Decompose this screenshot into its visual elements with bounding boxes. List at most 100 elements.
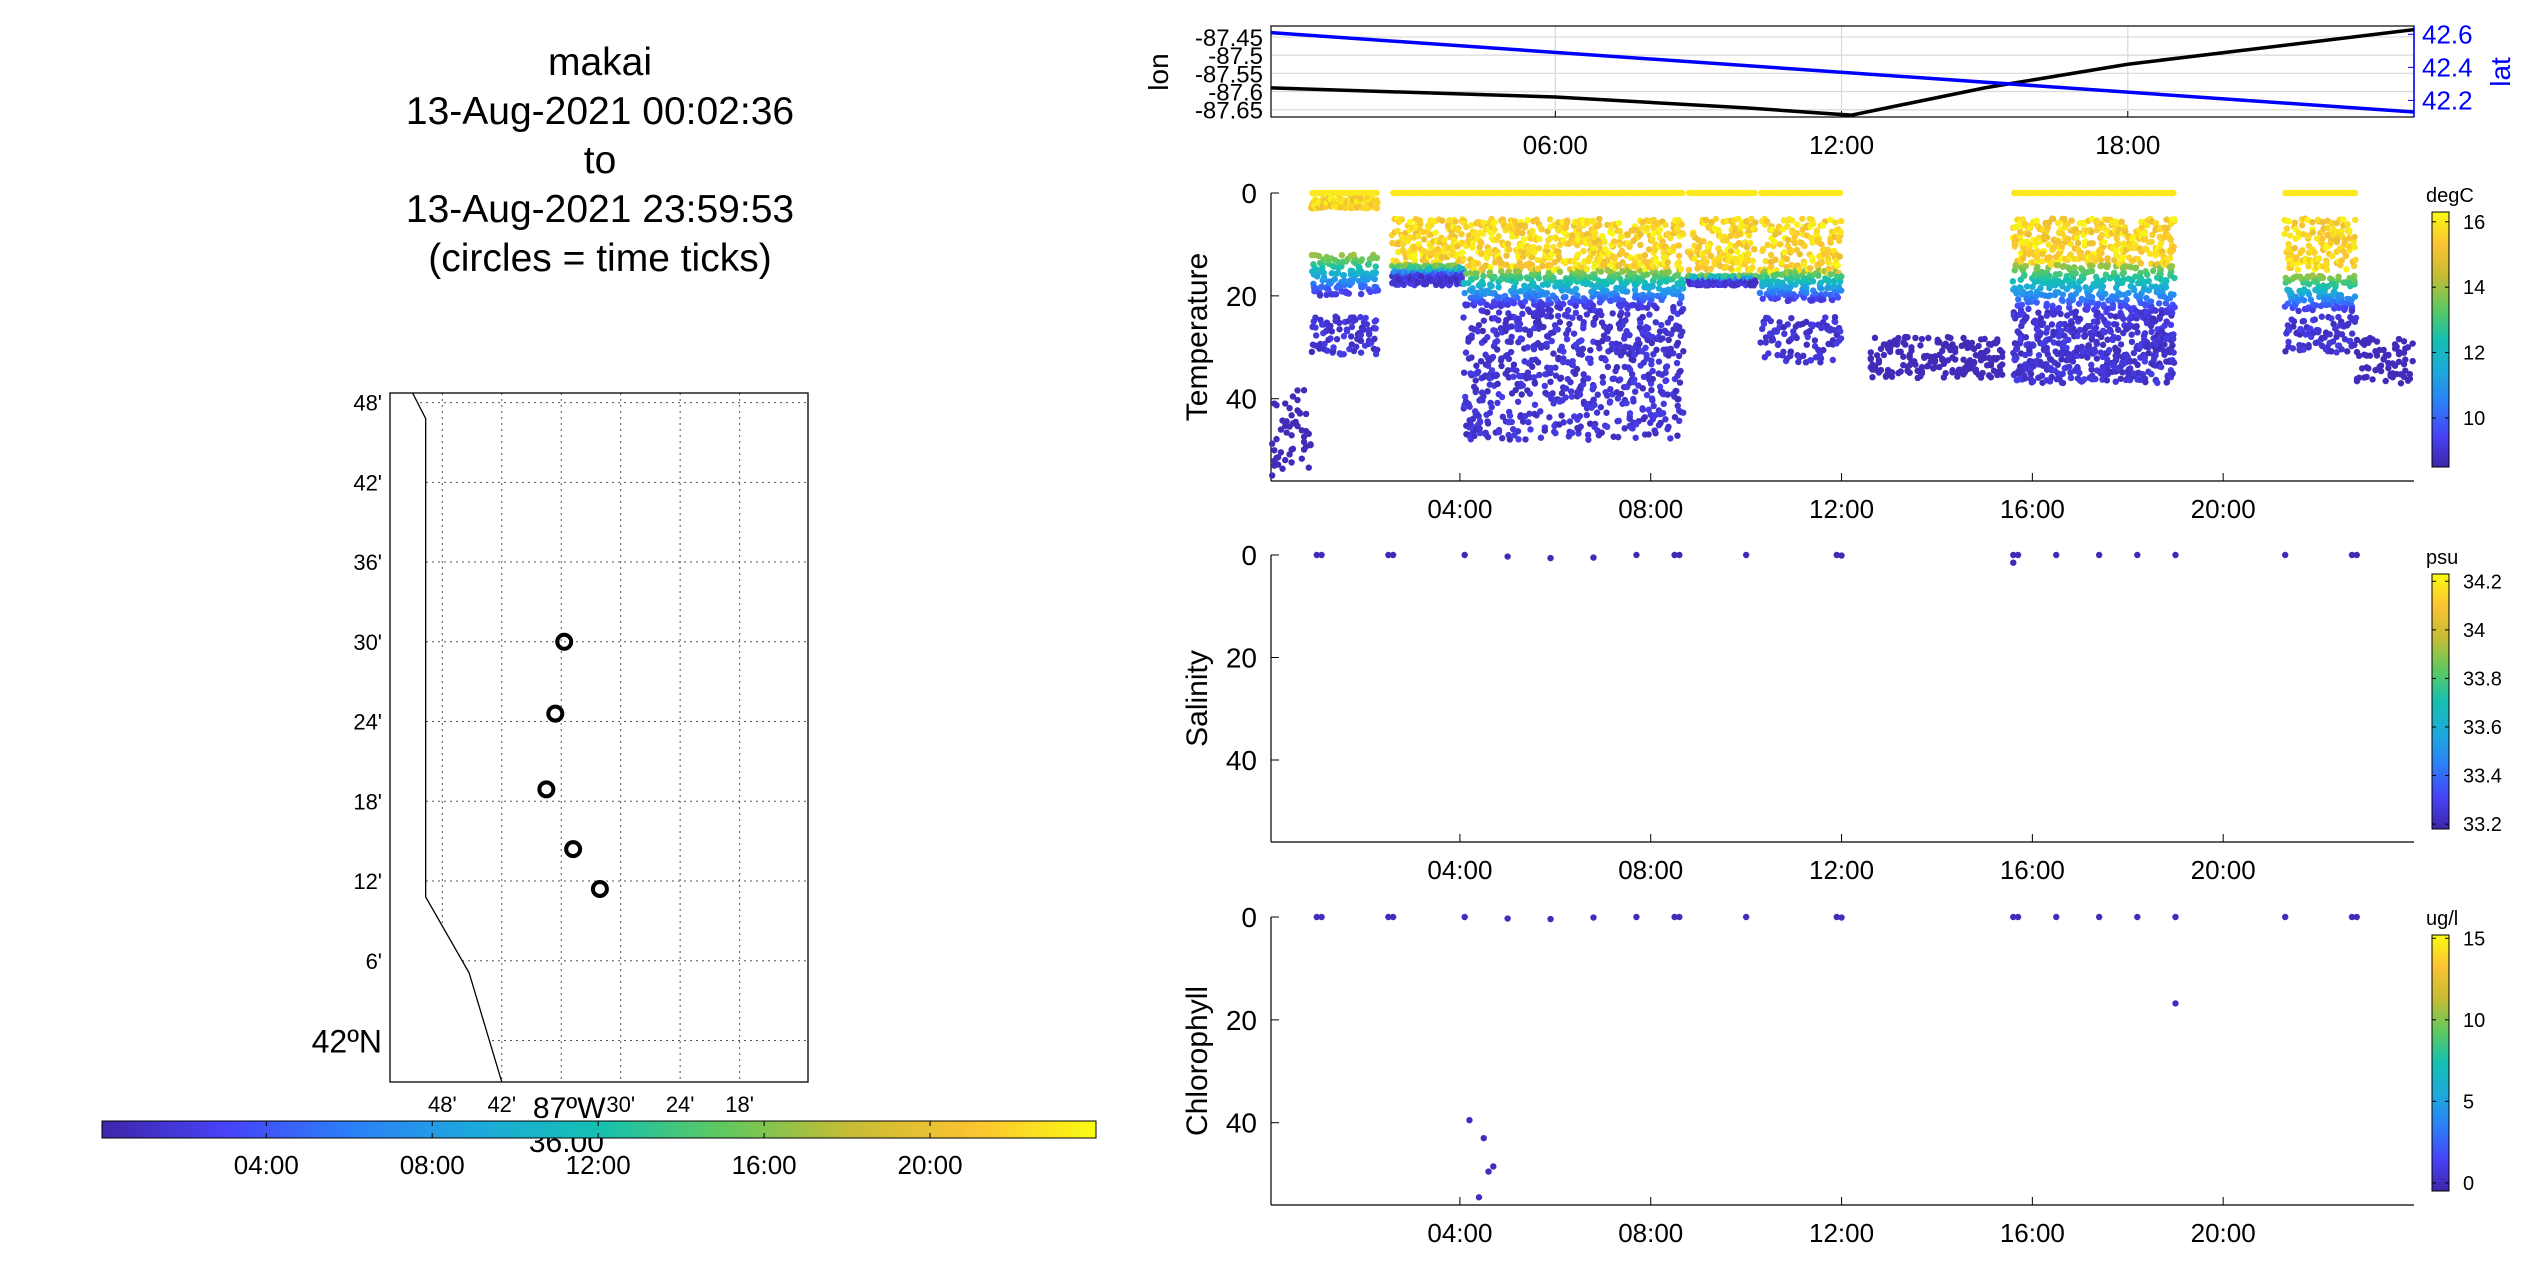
temperature-point: [1338, 251, 1346, 259]
temperature-point: [1770, 238, 1778, 245]
temperature-point: [1801, 242, 1808, 250]
temperature-point: [1460, 369, 1468, 376]
temperature-point: [2161, 341, 2168, 348]
temperature-point: [1515, 315, 1523, 323]
temperature-point: [1465, 355, 1473, 362]
map-lat-label: 42': [353, 470, 382, 495]
temperature-point: [1518, 391, 1525, 398]
temperature-point: [1662, 253, 1670, 261]
temperature-point: [1599, 337, 1606, 345]
temperature-point: [1598, 429, 1605, 436]
temperature-point: [1516, 325, 1524, 333]
temperature-point: [2291, 219, 2299, 226]
temperature-point: [1367, 288, 1374, 296]
temperature-point: [2078, 343, 2085, 351]
temperature-point: [1767, 282, 1774, 290]
temperature-point: [2092, 324, 2100, 332]
temperature-point: [1810, 220, 1817, 227]
temperature-point: [1411, 252, 1418, 259]
temperature-point: [1565, 326, 1572, 334]
temperature-point: [1642, 344, 1649, 352]
temperature-point: [1811, 290, 1819, 297]
temperature-ytick-label: 20: [1226, 281, 1257, 312]
temperature-point: [2016, 228, 2024, 236]
temperature-point: [1363, 321, 1371, 328]
temperature-point: [1529, 363, 1536, 370]
temperature-point: [1546, 414, 1553, 421]
temperature-point: [1700, 238, 1707, 245]
temperature-point: [2114, 334, 2122, 342]
temperature-point: [1567, 388, 1575, 395]
temperature-point: [1999, 353, 2006, 361]
temperature-point: [1589, 302, 1597, 309]
temperature-point: [1519, 229, 1526, 237]
temperature-point: [1675, 352, 1683, 360]
temperature-point: [1620, 348, 1627, 356]
temperature-point: [1835, 235, 1842, 242]
temperature-point: [1452, 218, 1459, 225]
temperature-point: [2162, 284, 2170, 291]
temperature-point: [1833, 292, 1841, 300]
temperature-point: [1584, 375, 1592, 382]
temperature-point: [2294, 266, 2302, 273]
temperature-point: [1494, 399, 1501, 407]
temperature-point: [1441, 236, 1448, 244]
temperature-point: [2038, 372, 2046, 379]
temperature-point: [1705, 243, 1712, 250]
temperature-point: [1796, 251, 1804, 258]
temperature-point: [1594, 391, 1601, 398]
temperature-point: [1597, 404, 1605, 411]
temperature-point: [1357, 331, 1365, 339]
temperature-point: [1669, 350, 1677, 357]
temperature-point: [1645, 406, 1652, 413]
temperature-point: [1300, 433, 1308, 441]
temperature-point: [1302, 410, 1310, 418]
map-lon-label: 87ºW: [533, 1092, 606, 1125]
temperature-point: [1484, 433, 1492, 441]
temperature-point: [1475, 412, 1482, 420]
temperature-point: [1414, 232, 1422, 240]
temperature-point: [1665, 336, 1672, 344]
temperature-point: [1345, 290, 1352, 297]
temperature-point: [1602, 357, 1609, 364]
temperature-point: [1652, 319, 1659, 326]
temperature-point: [1340, 333, 1348, 340]
lat-tick-label: 42.2: [2422, 85, 2473, 115]
temperature-point: [1917, 342, 1924, 349]
temperature-point: [1639, 385, 1647, 392]
temperature-point: [1524, 216, 1531, 224]
temperature-point: [1734, 215, 1742, 223]
temperature-point: [1478, 239, 1485, 247]
temperature-point: [1537, 408, 1544, 415]
temperature-point: [1583, 230, 1591, 238]
temperature-point: [1582, 303, 1589, 310]
temperature-point: [1609, 230, 1616, 237]
temperature-colorbar-unit: degC: [2426, 185, 2474, 207]
temperature-point: [1619, 268, 1627, 275]
temperature-point: [2043, 234, 2051, 241]
temperature-point: [1783, 255, 1791, 263]
temperature-point: [1673, 224, 1681, 232]
temperature-point: [1764, 241, 1771, 249]
temperature-point: [1524, 369, 1532, 376]
temperature-point: [1406, 218, 1414, 226]
temperature-point: [1604, 257, 1611, 264]
temperature-point: [1610, 238, 1618, 245]
temperature-point: [1541, 427, 1548, 434]
temperature-point: [1552, 235, 1560, 242]
temperature-point: [1877, 366, 1885, 374]
temperature-point: [1604, 267, 1611, 274]
temperature-point: [1402, 229, 1409, 237]
temperature-point: [1535, 245, 1543, 252]
temperature-point: [1952, 356, 1959, 363]
temperature-point: [1774, 351, 1781, 359]
temperature-point: [1707, 265, 1714, 273]
temperature-point: [1639, 304, 1646, 311]
lon-tick-label: -87.45: [1195, 25, 1263, 52]
temperature-point: [1674, 372, 1681, 379]
temperature-point: [2137, 260, 2145, 267]
temperature-point: [2078, 295, 2086, 303]
temperature-point: [2072, 270, 2079, 277]
temperature-point: [1350, 275, 1358, 282]
temperature-point: [1288, 432, 1295, 439]
